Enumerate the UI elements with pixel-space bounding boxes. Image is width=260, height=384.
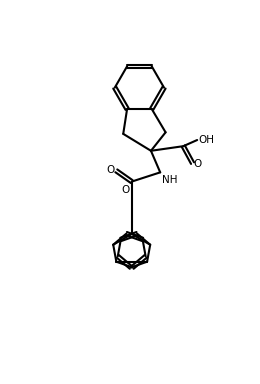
Text: O: O (121, 185, 130, 195)
Text: NH: NH (162, 175, 177, 185)
Text: O: O (107, 165, 115, 175)
Text: O: O (193, 159, 202, 169)
Text: OH: OH (198, 135, 214, 145)
